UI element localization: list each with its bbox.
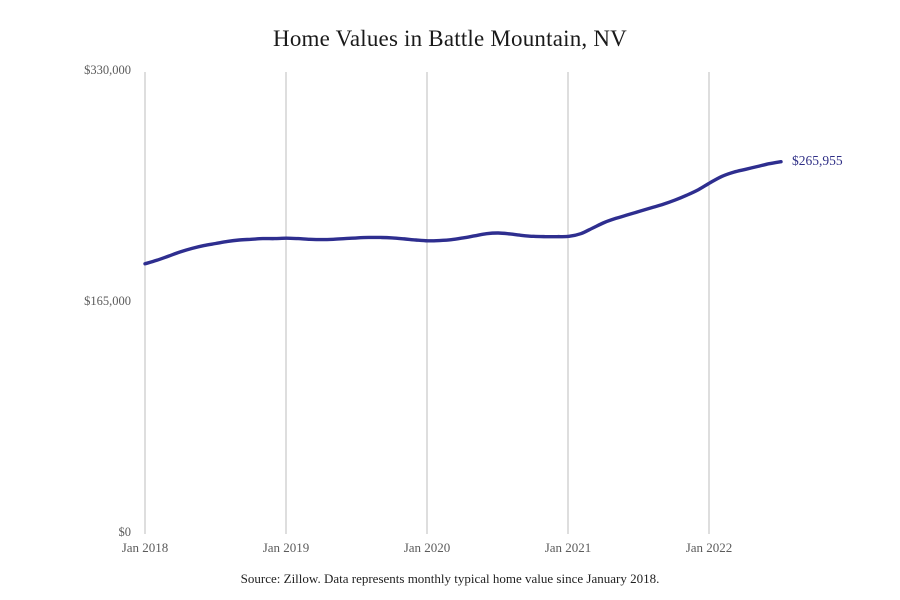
x-axis-tick-label-jan-2018: Jan 2018: [121, 540, 169, 555]
gridlines: [144, 72, 710, 534]
chart-title: Home Values in Battle Mountain, NV: [273, 26, 627, 51]
end-value-annotation: $265,955: [792, 152, 843, 168]
y-axis-tick-label-top: $330,000: [84, 63, 131, 77]
x-axis-tick-label-jan-2022: Jan 2022: [685, 540, 733, 555]
y-axis-tick-label-bottom: $0: [118, 525, 132, 539]
x-axis-tick-label-jan-2019: Jan 2019: [262, 540, 310, 555]
x-axis-tick-label-jan-2020: Jan 2020: [403, 540, 451, 555]
x-axis-tick-label-jan-2021: Jan 2021: [544, 540, 592, 555]
y-axis-tick-label-middle: $165,000: [84, 294, 131, 308]
series-line-typical-home-value: [143, 159, 783, 266]
source-note: Source: Zillow. Data represents monthly …: [240, 571, 660, 586]
